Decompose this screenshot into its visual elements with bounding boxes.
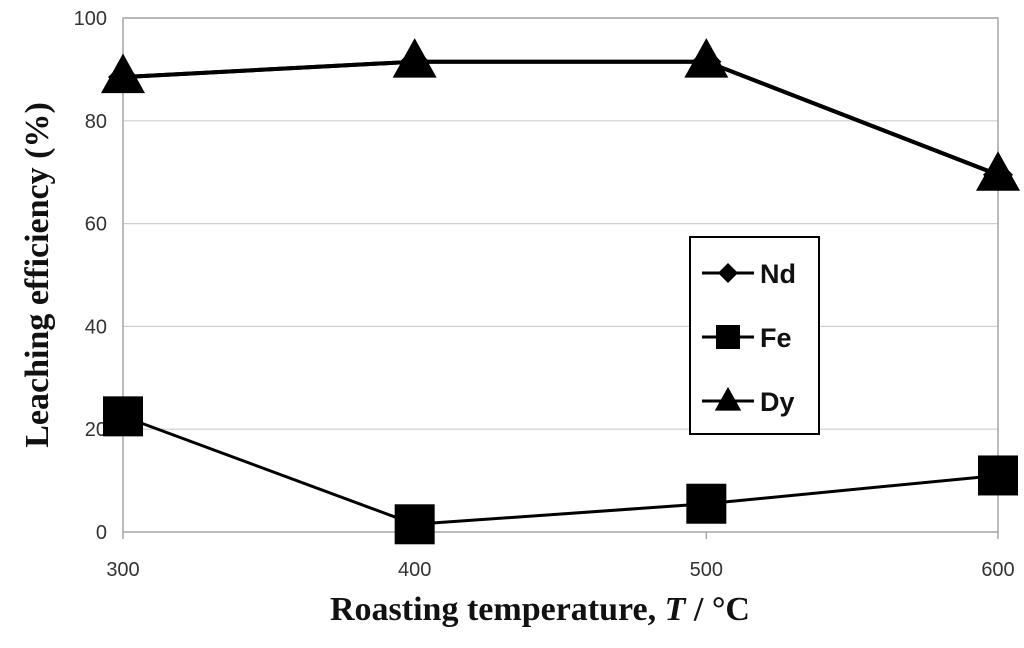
y-tick-label: 20 — [85, 419, 107, 441]
y-tick-label: 60 — [85, 214, 107, 236]
axes: 0 20 40 60 80 100 300 400 500 600 — [74, 8, 1015, 581]
legend-label-dy: Dy — [760, 387, 795, 417]
data-point-fe — [978, 455, 1018, 496]
legend-label-nd: Nd — [760, 259, 796, 289]
x-axis-title-unit: / °C — [685, 591, 750, 628]
x-tick-label: 300 — [106, 559, 139, 581]
legend-item-fe: Fe — [702, 323, 792, 353]
data-point-dy — [976, 151, 1020, 191]
data-point-dy — [392, 38, 437, 78]
y-tick-label: 80 — [85, 111, 107, 133]
legend-label-fe: Fe — [760, 323, 792, 353]
legend: Nd Fe Dy — [689, 236, 820, 435]
data-point-fe — [394, 504, 435, 545]
series-line-nd — [122, 59, 999, 177]
legend-item-nd: Nd — [702, 259, 796, 289]
data-point-fe — [686, 483, 727, 524]
x-tick-label: 500 — [690, 559, 723, 581]
data-point-fe — [103, 396, 143, 437]
x-axis-title: Roasting temperature, T / °C — [330, 591, 750, 628]
gridlines — [123, 17, 998, 430]
series-line-fe — [122, 414, 999, 526]
y-tick-label: 100 — [74, 8, 107, 30]
y-tick-label: 40 — [85, 316, 107, 338]
series-fe — [103, 396, 1018, 545]
y-axis-title: Leaching efficiency (%) — [19, 102, 56, 448]
x-tick-label: 600 — [981, 559, 1014, 581]
data-point-dy — [684, 38, 729, 78]
y-tick-label: 0 — [96, 522, 107, 544]
series-nd — [108, 46, 1013, 190]
series-dy — [101, 38, 1020, 191]
data-series — [101, 38, 1020, 545]
legend-marker-fe — [716, 325, 740, 349]
plot-frame — [122, 17, 999, 533]
data-point-dy — [101, 53, 145, 94]
x-axis-title-text: Roasting temperature, — [330, 591, 665, 628]
series-line-dy — [122, 59, 999, 177]
legend-marker-dy — [714, 386, 742, 411]
x-tick-label: 400 — [398, 559, 431, 581]
x-axis-title-variable: T — [665, 591, 687, 628]
legend-item-dy: Dy — [702, 386, 795, 417]
legend-marker-nd — [718, 263, 738, 283]
